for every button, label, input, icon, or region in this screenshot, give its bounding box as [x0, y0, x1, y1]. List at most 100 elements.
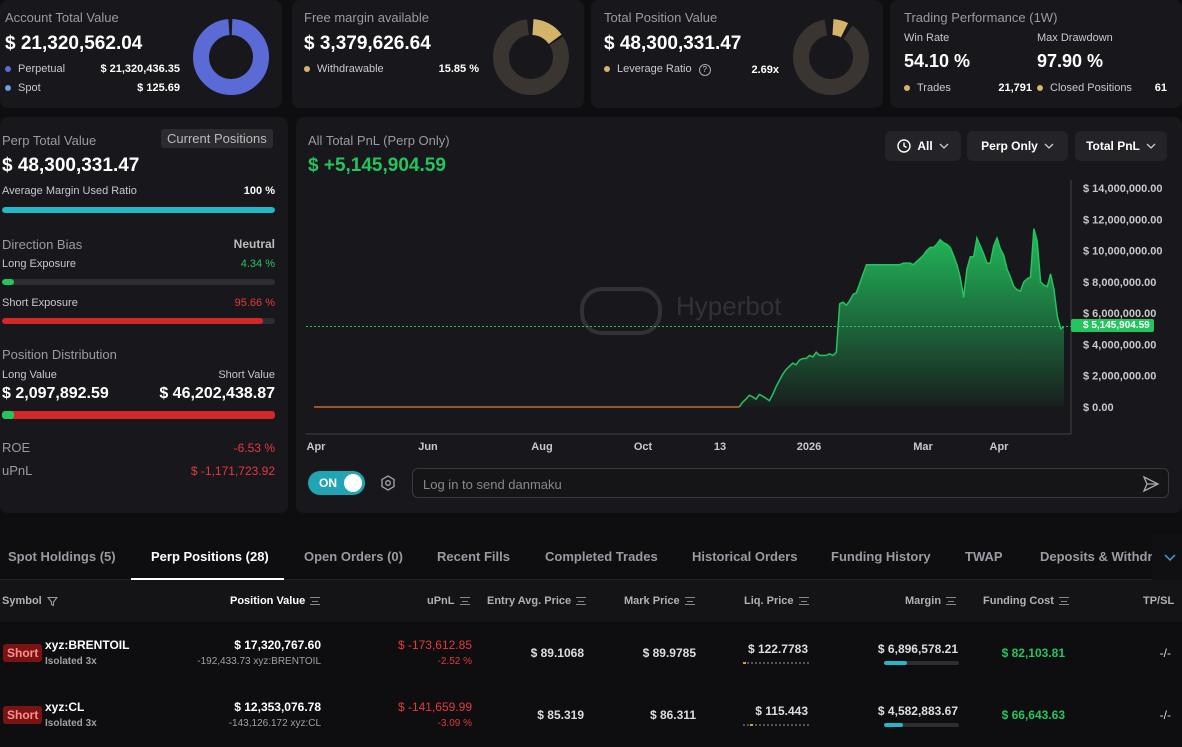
- header-symbol[interactable]: Symbol: [2, 595, 58, 607]
- header-entry-price[interactable]: Entry Avg. Price: [487, 595, 587, 607]
- short-exposure-label: Short Exposure: [2, 297, 78, 309]
- symbol-link[interactable]: xyz:BRENTOIL: [45, 638, 130, 652]
- closed-value: 61: [1154, 82, 1167, 94]
- position-size: -192,433.73 xyz:BRENTOIL: [197, 656, 321, 667]
- roe-value: -6.53 %: [233, 440, 275, 455]
- trading-performance-card: Trading Performance (1W) Win Rate 54.10 …: [890, 0, 1182, 108]
- tab-recent-fills[interactable]: Recent Fills: [437, 549, 510, 564]
- account-total-value: $ 21,320,562.04: [5, 33, 143, 54]
- header-upnl[interactable]: uPnL: [427, 595, 470, 607]
- sort-icon[interactable]: [1058, 597, 1069, 605]
- liq-price: $ 122.7783: [747, 642, 808, 656]
- filter-icon[interactable]: [46, 596, 58, 607]
- entry-price: $ 85.319: [537, 708, 584, 722]
- leverage-dot: [604, 66, 610, 73]
- tab-spot-holdings[interactable]: Spot Holdings (5): [8, 549, 116, 564]
- header-funding-cost[interactable]: Funding Cost: [983, 595, 1069, 607]
- distribution-bar: [2, 411, 275, 419]
- upnl-label: uPnL: [2, 463, 33, 478]
- margin-ratio-bar: [2, 207, 275, 213]
- total-position-card: Total Position Value $ 48,300,331.47 Lev…: [591, 0, 883, 108]
- upnl-percent: -3.09 %: [437, 718, 472, 729]
- perp-summary-panel: Perp Total Value Current Positions $ 48,…: [0, 117, 288, 513]
- tab-deposits-withdrawals[interactable]: Deposits & Withdra: [1040, 549, 1152, 564]
- scope-label: Perp Only: [981, 139, 1038, 153]
- tab-perp-positions[interactable]: Perp Positions (28): [151, 549, 269, 564]
- tab-funding-history[interactable]: Funding History: [831, 549, 931, 564]
- y-tick-label: $ 2,000,000.00: [1083, 371, 1156, 383]
- watermark-text: Hyperbot: [676, 291, 782, 321]
- chevron-down-icon: [939, 143, 949, 149]
- side-badge: Short: [3, 706, 43, 724]
- chevron-down-icon: [1146, 143, 1156, 149]
- table-row[interactable]: Short xyz:BRENTOIL Isolated 3x $ 17,320,…: [0, 622, 1182, 684]
- tab-open-orders[interactable]: Open Orders (0): [304, 549, 403, 564]
- metric-select[interactable]: Total PnL: [1075, 131, 1167, 161]
- y-tick-label: $ 14,000,000.00: [1083, 183, 1163, 195]
- danmaku-toggle[interactable]: ON: [308, 471, 365, 495]
- tabs-more-button[interactable]: [1152, 534, 1182, 580]
- margin-ratio-row: Average Margin Used Ratio 100 %: [2, 185, 275, 197]
- tab-twap[interactable]: TWAP: [965, 549, 1003, 564]
- perpetual-row: Perpetual $ 21,320,436.35: [5, 63, 180, 75]
- header-liq-price[interactable]: Liq. Price: [744, 595, 809, 607]
- sort-icon[interactable]: [798, 597, 809, 605]
- side-badge: Short: [3, 644, 43, 662]
- tpsl-value[interactable]: -/-: [1159, 708, 1171, 722]
- direction-bias-label: Direction Bias: [2, 237, 83, 252]
- account-total-card: Account Total Value $ 21,320,562.04 Perp…: [0, 0, 282, 108]
- position-value: $ 17,320,767.60: [234, 638, 321, 652]
- active-tab-underline: [131, 578, 284, 580]
- current-value-label: $ 5,145,904.59: [1071, 318, 1154, 332]
- header-margin[interactable]: Margin: [905, 595, 957, 607]
- header-tpsl: TP/SL: [1143, 595, 1175, 607]
- x-tick-label: 13: [714, 441, 726, 453]
- short-exposure-value: 95.66 %: [234, 297, 275, 309]
- current-positions-button[interactable]: Current Positions: [161, 129, 273, 148]
- trades-label: Trades: [917, 82, 951, 94]
- danmaku-placeholder: Log in to send danmaku: [423, 477, 562, 492]
- spot-value: $ 125.69: [137, 82, 180, 94]
- tpsl-value[interactable]: -/-: [1159, 646, 1171, 660]
- margin-donut-chart: [493, 19, 569, 95]
- trades-row: Trades 21,791: [904, 82, 1032, 94]
- symbol-link[interactable]: xyz:CL: [45, 700, 85, 714]
- send-icon[interactable]: [1142, 475, 1160, 493]
- perp-total-title: Perp Total Value: [2, 133, 97, 148]
- sort-icon[interactable]: [310, 597, 321, 605]
- sort-icon[interactable]: [946, 597, 957, 605]
- settings-icon[interactable]: [380, 475, 396, 491]
- sort-icon[interactable]: [576, 597, 587, 605]
- tab-historical-orders[interactable]: Historical Orders: [692, 549, 798, 564]
- long-exposure-value: 4.34 %: [240, 258, 275, 270]
- margin-mode: Isolated 3x: [45, 656, 97, 667]
- scope-select[interactable]: Perp Only: [967, 131, 1068, 161]
- margin-value: $ 6,896,578.21: [877, 642, 958, 656]
- winrate-label: Win Rate: [904, 32, 950, 44]
- header-mark-price[interactable]: Mark Price: [624, 595, 695, 607]
- sort-icon[interactable]: [459, 597, 470, 605]
- margin-ratio-label: Average Margin Used Ratio: [2, 185, 137, 197]
- header-position-value[interactable]: Position Value: [230, 595, 321, 607]
- pnl-area-chart: Hyperbot $ 14,000,000.00 $ 12,000,000.00 $…: [306, 180, 1163, 453]
- spot-dot: [5, 85, 11, 92]
- tab-completed-trades[interactable]: Completed Trades: [545, 549, 658, 564]
- range-select[interactable]: All: [885, 131, 961, 161]
- clock-icon: [897, 139, 912, 153]
- upnl-value: $ -1,171,723.92: [190, 463, 275, 478]
- sort-icon[interactable]: [684, 597, 695, 605]
- roe-row: ROE -6.53 %: [2, 440, 275, 455]
- short-value-label: Short Value: [218, 369, 275, 381]
- long-value-label: Long Value: [2, 369, 57, 381]
- upnl-row: uPnL $ -1,171,723.92: [2, 463, 275, 478]
- danmaku-input[interactable]: Log in to send danmaku: [412, 468, 1169, 498]
- leverage-label: Leverage Ratio: [617, 63, 692, 75]
- pnl-chart-panel: All Total PnL (Perp Only) $ +5,145,904.5…: [296, 117, 1182, 513]
- help-icon[interactable]: ?: [698, 64, 711, 76]
- drawdown-label: Max Drawdown: [1037, 32, 1113, 44]
- chevron-down-icon: [1044, 143, 1054, 149]
- pnl-area: [739, 228, 1064, 407]
- perpetual-label: Perpetual: [18, 63, 66, 75]
- account-total-title: Account Total Value: [5, 10, 119, 25]
- table-row[interactable]: Short xyz:CL Isolated 3x $ 12,353,076.78…: [0, 684, 1182, 746]
